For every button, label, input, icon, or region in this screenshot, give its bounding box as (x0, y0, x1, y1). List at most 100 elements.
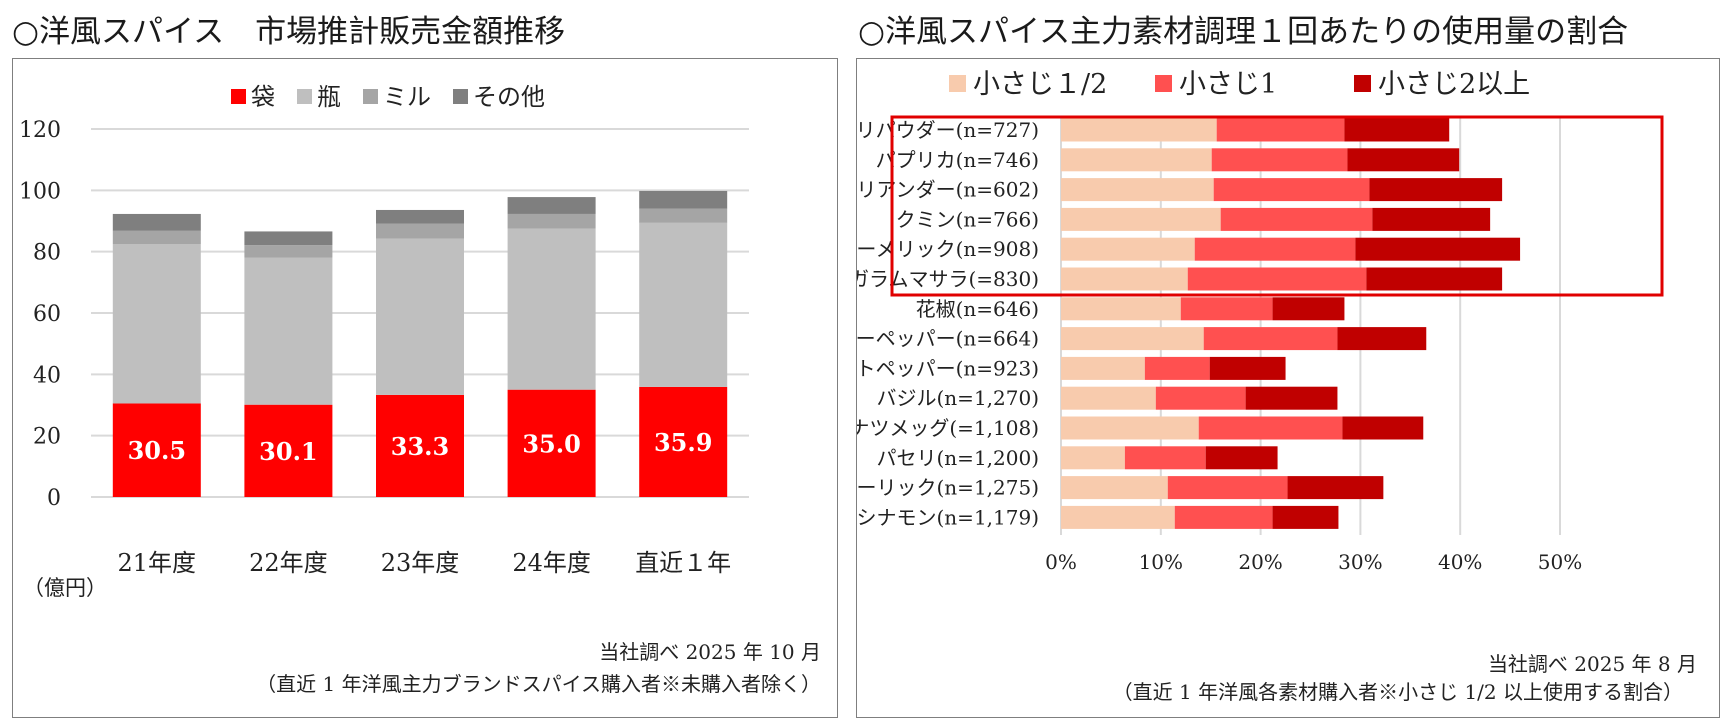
bar-segment-小さじ2以上 (1344, 118, 1450, 142)
x-tick-label: 24年度 (512, 549, 591, 577)
x-tick-label: 30% (1338, 550, 1382, 574)
data-label: 30.1 (259, 437, 317, 466)
bar-segment-小さじ１/2 (1061, 356, 1145, 380)
bar-segment-小さじ1 (1216, 118, 1345, 142)
bar-segment-小さじ１/2 (1061, 416, 1199, 440)
bar-segment-ミル (112, 230, 201, 244)
x-tick-label: 40% (1438, 550, 1482, 574)
legend-label: 小さじ1 (1179, 69, 1277, 100)
x-tick-label: 50% (1538, 550, 1582, 574)
legend-swatch (949, 75, 966, 92)
source-line-1: 当社調べ 2025 年 8 月 (1488, 652, 1697, 676)
bar-segment-小さじ1 (1194, 237, 1356, 261)
legend-label: 袋 (251, 83, 275, 111)
x-tick-label: 10% (1139, 550, 1183, 574)
source-line-2: （直近 1 年洋風主力ブランドスパイス購入者※未購入者除く） (256, 672, 821, 696)
category-label: コリアンダー(n=602) (857, 178, 1039, 202)
bar-segment-その他 (112, 213, 201, 231)
bar-segment-瓶 (112, 244, 201, 404)
data-label: 35.0 (522, 429, 580, 458)
legend-label: 小さじ2以上 (1378, 69, 1530, 100)
bar-segment-小さじ2以上 (1337, 327, 1427, 351)
bar-segment-瓶 (639, 222, 728, 387)
y-axis-unit-label: （億円） (23, 576, 107, 600)
category-label: ガーリック(n=1,275) (857, 476, 1039, 500)
bar-segment-ミル (376, 223, 464, 239)
bar-segment-小さじ1 (1198, 416, 1343, 440)
data-label: 33.3 (391, 432, 449, 461)
bar-segment-小さじ１/2 (1061, 446, 1125, 470)
bar-segment-その他 (507, 197, 596, 214)
bar-segment-小さじ2以上 (1205, 446, 1278, 470)
category-label: パプリカ(n=746) (876, 148, 1039, 172)
bar-segment-袋 (639, 386, 728, 497)
x-tick-label: 直近１年 (635, 549, 731, 577)
y-tick-label: 40 (33, 363, 61, 388)
bar-segment-その他 (639, 190, 728, 209)
bar-segment-小さじ１/2 (1061, 476, 1168, 500)
category-label: パセリ(n=1,200) (877, 446, 1040, 470)
x-tick-label: 20% (1238, 550, 1282, 574)
highlight-box (890, 115, 1664, 297)
bar-segment-小さじ2以上 (1369, 178, 1503, 202)
bar-segment-小さじ１/2 (1061, 178, 1214, 202)
bar-segment-小さじ2以上 (1366, 267, 1503, 291)
bar-segment-瓶 (376, 238, 464, 395)
market-sales-chart: 0 20 40 60 80 100 120 21年度 22年度 23年度 24年度 直近１年 30.… (19, 83, 821, 696)
source-line-2: （直近 1 年洋風各素材購入者※小さじ 1/2 以上使用する割合） (1113, 680, 1683, 704)
category-label: 花椒(n=646) (916, 297, 1039, 321)
legend-label: その他 (473, 83, 545, 111)
bar-segment-袋 (112, 403, 201, 497)
bar-segment-小さじ1 (1187, 267, 1367, 291)
right-chart-title: ○洋風スパイス主力素材調理１回あたりの使用量の割合 (858, 14, 1629, 50)
left-chart-title: ○洋風スパイス 市場推計販売金額推移 (12, 14, 566, 50)
bar-segment-小さじ2以上 (1272, 505, 1339, 529)
bar-segment-小さじ1 (1211, 148, 1348, 172)
legend-label: ミル (383, 83, 431, 111)
y-tick-label: 0 (47, 486, 61, 511)
legend-swatch (231, 89, 246, 104)
usage-ratio-chart-panel: チリパウダー(n=727) パプリカ(n=746) コリアンダー(n=602) クミン… (796, 58, 1720, 718)
x-tick-label: 0% (1045, 550, 1077, 574)
bar-segment-小さじ1 (1167, 476, 1288, 500)
bar-segment-小さじ１/2 (1061, 386, 1156, 410)
bar-segment-小さじ2以上 (1209, 356, 1286, 380)
usage-ratio-chart: チリパウダー(n=727) パプリカ(n=746) コリアンダー(n=602) クミン… (796, 69, 1697, 704)
bar-segment-小さじ2以上 (1347, 148, 1460, 172)
y-tick-label: 120 (19, 118, 61, 143)
y-tick-label: 20 (33, 425, 61, 450)
source-line-1: 当社調べ 2025 年 10 月 (599, 640, 821, 664)
x-tick-label: 23年度 (381, 549, 460, 577)
bar-segment-小さじ1 (1144, 356, 1210, 380)
legend-label: 小さじ１/2 (973, 69, 1107, 100)
bar-segment-小さじ1 (1203, 327, 1338, 351)
x-tick-label: 22年度 (249, 549, 328, 577)
bar-segment-小さじ１/2 (1061, 148, 1212, 172)
bar-segment-小さじ2以上 (1372, 207, 1491, 231)
data-label: 30.5 (128, 436, 186, 465)
category-label: ホワイトペッパー(n=923) (857, 356, 1039, 380)
category-label: チリーペッパー(n=664) (857, 327, 1039, 351)
category-label: チリパウダー(n=727) (857, 118, 1039, 142)
bar-segment-小さじ1 (1174, 505, 1273, 529)
legend-label: 瓶 (317, 83, 341, 111)
bar-segment-袋 (507, 389, 596, 497)
bar-segment-小さじ2以上 (1342, 416, 1424, 440)
bar-segment-その他 (244, 231, 333, 246)
bar-segment-小さじ１/2 (1061, 327, 1204, 351)
legend-swatch (297, 89, 312, 104)
bar-segment-小さじ2以上 (1287, 476, 1384, 500)
bar-segment-小さじ1 (1155, 386, 1246, 410)
bar-segment-小さじ1 (1220, 207, 1373, 231)
bar-segment-小さじ１/2 (1061, 505, 1175, 529)
bar-segment-小さじ１/2 (1061, 237, 1195, 261)
bar-segment-小さじ1 (1213, 178, 1370, 202)
category-label: シナモン(n=1,179) (857, 505, 1039, 529)
legend-swatch (453, 89, 468, 104)
market-sales-chart-panel: 0 20 40 60 80 100 120 21年度 22年度 23年度 24年度 直近１年 30.… (12, 58, 838, 718)
bar-segment-袋 (376, 394, 464, 497)
category-label: クミン(n=766) (896, 207, 1039, 231)
bar-segment-ミル (507, 213, 596, 229)
bar-segment-小さじ1 (1180, 297, 1273, 321)
bar-segment-瓶 (507, 228, 596, 390)
